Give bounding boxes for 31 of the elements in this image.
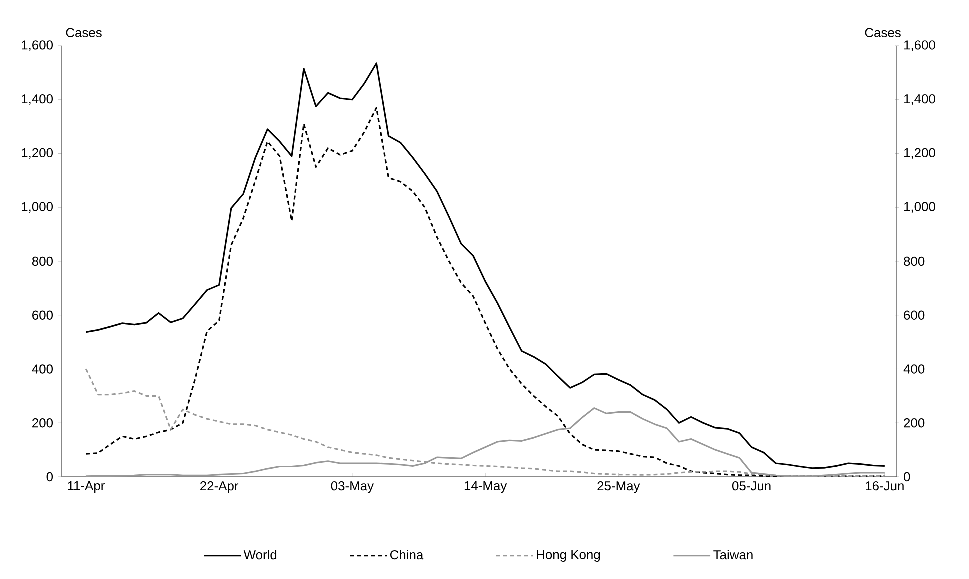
y2-axis-title: Cases — [865, 28, 901, 38]
y2-tick-label: 600 — [904, 310, 925, 320]
x-tick-label: 25-May — [598, 481, 640, 494]
y-tick-label: 1,400 — [22, 94, 54, 106]
y2-tick-label: 1,000 — [904, 202, 936, 213]
x-tick-label: 11-Apr — [68, 482, 105, 494]
x-tick-label: 22-Apr — [200, 481, 239, 494]
legend-label: World — [244, 550, 277, 560]
y-tick-label: 1,000 — [22, 202, 54, 213]
x-tick-label: 03-May — [331, 481, 374, 494]
y-tick-label: 1,600 — [22, 40, 54, 52]
y2-tick-label: 200 — [904, 418, 925, 428]
y2-tick-label: 1,400 — [904, 94, 936, 106]
y2-tick-label: 0 — [904, 472, 910, 482]
legend-label: China — [390, 550, 424, 560]
y2-tick-label: 800 — [904, 256, 925, 266]
y2-tick-label: 1,600 — [904, 40, 936, 52]
y-tick-label: 400 — [32, 364, 54, 374]
x-tick-label: 14-May — [464, 482, 508, 494]
y-tick-label: 1,200 — [22, 148, 54, 160]
y2-tick-label: 400 — [904, 364, 925, 374]
legend-label: Taiwan — [714, 550, 753, 560]
legend-label: Hong Kong — [537, 550, 600, 562]
y-tick-label: 800 — [32, 256, 54, 266]
y-axis-title: Cases — [66, 28, 102, 38]
x-tick-label: 05-Jun — [732, 481, 771, 491]
y2-tick-label: 1,200 — [904, 148, 936, 160]
y-tick-label: 0 — [46, 472, 54, 482]
y-tick-label: 600 — [32, 310, 54, 320]
y-tick-label: 200 — [32, 418, 54, 428]
x-tick-label: 16-Jun — [866, 481, 904, 491]
